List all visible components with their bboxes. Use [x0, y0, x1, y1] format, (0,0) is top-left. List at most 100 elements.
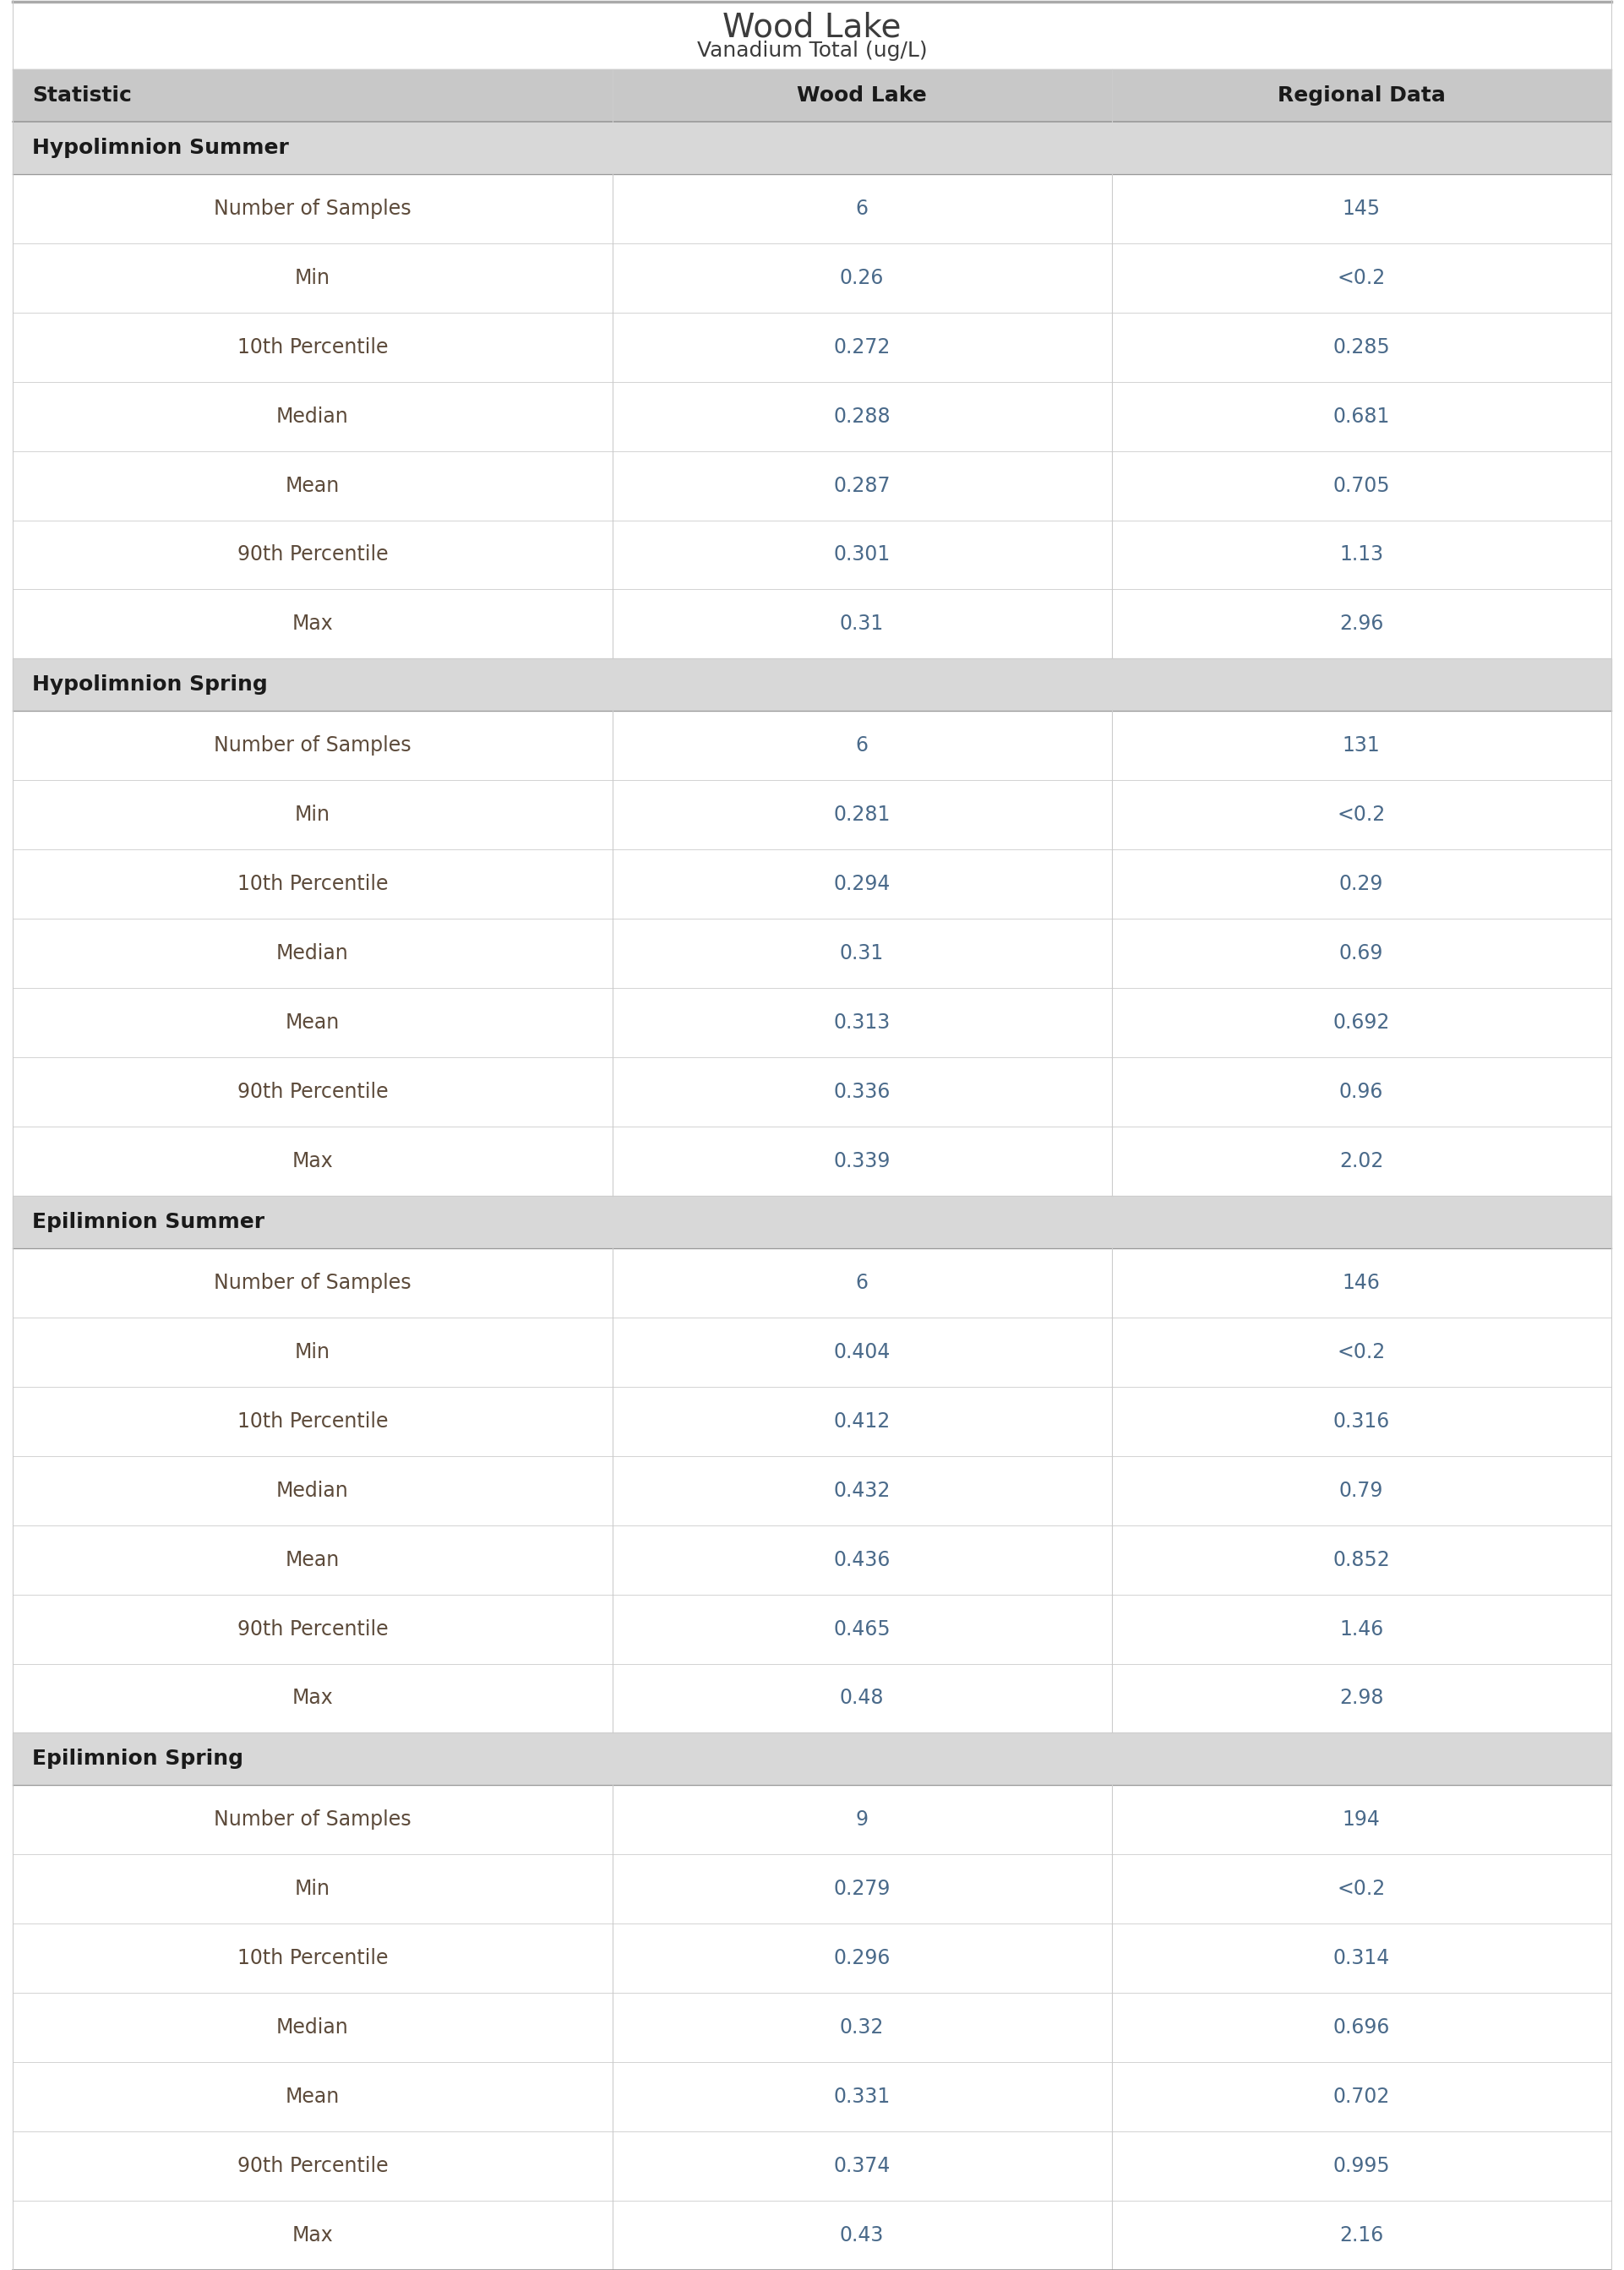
Text: 0.43: 0.43	[840, 2225, 883, 2245]
Bar	[13, 2061, 1611, 2132]
Text: 0.465: 0.465	[833, 1619, 890, 1639]
Text: <0.2: <0.2	[1337, 1342, 1385, 1362]
Bar	[13, 70, 1611, 123]
Text: 0.281: 0.281	[833, 806, 890, 824]
Text: 0.692: 0.692	[1333, 1012, 1390, 1033]
Bar	[13, 919, 1611, 987]
Bar	[13, 1455, 1611, 1525]
Text: 146: 146	[1343, 1273, 1380, 1294]
Text: 9: 9	[856, 1809, 869, 1830]
Text: 90th Percentile: 90th Percentile	[237, 1619, 388, 1639]
Bar	[13, 1923, 1611, 1993]
Text: 0.69: 0.69	[1340, 944, 1384, 962]
Bar	[13, 1784, 1611, 1855]
Text: 0.702: 0.702	[1333, 2086, 1390, 2107]
Text: 0.279: 0.279	[833, 1880, 890, 1900]
Text: Regional Data: Regional Data	[1278, 86, 1445, 107]
Text: 0.331: 0.331	[833, 2086, 890, 2107]
Bar	[13, 1993, 1611, 2061]
Text: 0.79: 0.79	[1340, 1480, 1384, 1500]
Text: Max: Max	[292, 2225, 333, 2245]
Text: Min: Min	[296, 1880, 330, 1900]
Text: Number of Samples: Number of Samples	[214, 1273, 411, 1294]
Bar	[13, 1196, 1611, 1249]
Text: Max: Max	[292, 1151, 333, 1171]
Bar	[13, 1525, 1611, 1594]
Text: 10th Percentile: 10th Percentile	[237, 336, 388, 356]
Text: 0.287: 0.287	[833, 474, 890, 495]
Text: 2.02: 2.02	[1340, 1151, 1384, 1171]
Text: Number of Samples: Number of Samples	[214, 197, 411, 218]
Text: Statistic: Statistic	[32, 86, 132, 107]
Text: 0.432: 0.432	[833, 1480, 890, 1500]
Text: Mean: Mean	[286, 1012, 339, 1033]
Text: 0.96: 0.96	[1340, 1083, 1384, 1101]
Bar	[13, 1664, 1611, 1732]
Text: 0.404: 0.404	[833, 1342, 890, 1362]
Text: 0.31: 0.31	[840, 944, 883, 962]
Text: 0.294: 0.294	[833, 874, 890, 894]
Text: 90th Percentile: 90th Percentile	[237, 545, 388, 565]
Text: Mean: Mean	[286, 1550, 339, 1571]
Text: Min: Min	[296, 806, 330, 824]
Text: Mean: Mean	[286, 474, 339, 495]
Bar	[13, 1126, 1611, 1196]
Text: 0.26: 0.26	[840, 268, 883, 288]
Text: 90th Percentile: 90th Percentile	[237, 1083, 388, 1101]
Text: Max: Max	[292, 613, 333, 633]
Text: 10th Percentile: 10th Percentile	[237, 1948, 388, 1968]
Text: Max: Max	[292, 1689, 333, 1709]
Text: Wood Lake: Wood Lake	[797, 86, 927, 107]
Text: 10th Percentile: 10th Percentile	[237, 1412, 388, 1432]
Bar	[13, 1594, 1611, 1664]
Text: Median: Median	[276, 1480, 349, 1500]
Bar	[13, 123, 1611, 175]
Text: 0.336: 0.336	[833, 1083, 890, 1101]
Text: 0.681: 0.681	[1333, 406, 1390, 427]
Bar	[13, 243, 1611, 313]
Text: 0.436: 0.436	[833, 1550, 890, 1571]
Text: 0.374: 0.374	[833, 2156, 890, 2177]
Text: 0.852: 0.852	[1333, 1550, 1390, 1571]
Bar	[13, 658, 1611, 711]
Text: 1.46: 1.46	[1340, 1619, 1384, 1639]
Bar	[13, 711, 1611, 781]
Text: <0.2: <0.2	[1337, 806, 1385, 824]
Text: Median: Median	[276, 2018, 349, 2038]
Text: 0.705: 0.705	[1333, 474, 1390, 495]
Text: 6: 6	[856, 197, 869, 218]
Text: 194: 194	[1343, 1809, 1380, 1830]
Text: 0.313: 0.313	[833, 1012, 890, 1033]
Text: 145: 145	[1343, 197, 1380, 218]
Bar	[13, 590, 1611, 658]
Text: 131: 131	[1343, 735, 1380, 756]
Text: 0.339: 0.339	[833, 1151, 890, 1171]
Text: 0.48: 0.48	[840, 1689, 883, 1709]
Text: Vanadium Total (ug/L): Vanadium Total (ug/L)	[697, 41, 927, 61]
Bar	[13, 313, 1611, 381]
Text: Mean: Mean	[286, 2086, 339, 2107]
Text: Wood Lake: Wood Lake	[723, 11, 901, 43]
Text: Median: Median	[276, 944, 349, 962]
Text: 0.301: 0.301	[833, 545, 890, 565]
Text: 0.288: 0.288	[833, 406, 890, 427]
Text: Number of Samples: Number of Samples	[214, 735, 411, 756]
Bar	[13, 1317, 1611, 1387]
Bar	[13, 849, 1611, 919]
Text: Min: Min	[296, 1342, 330, 1362]
Bar	[13, 2132, 1611, 2200]
Text: 0.296: 0.296	[833, 1948, 890, 1968]
Text: 0.696: 0.696	[1333, 2018, 1390, 2038]
Text: Hypolimnion Summer: Hypolimnion Summer	[32, 138, 289, 159]
Text: 6: 6	[856, 735, 869, 756]
Text: <0.2: <0.2	[1337, 1880, 1385, 1900]
Text: 0.31: 0.31	[840, 613, 883, 633]
Bar	[13, 1387, 1611, 1455]
Text: 10th Percentile: 10th Percentile	[237, 874, 388, 894]
Text: 90th Percentile: 90th Percentile	[237, 2156, 388, 2177]
Text: 0.316: 0.316	[1333, 1412, 1390, 1432]
Text: 2.96: 2.96	[1340, 613, 1384, 633]
Text: 0.412: 0.412	[833, 1412, 890, 1432]
Text: 0.995: 0.995	[1333, 2156, 1390, 2177]
Bar	[13, 1058, 1611, 1126]
